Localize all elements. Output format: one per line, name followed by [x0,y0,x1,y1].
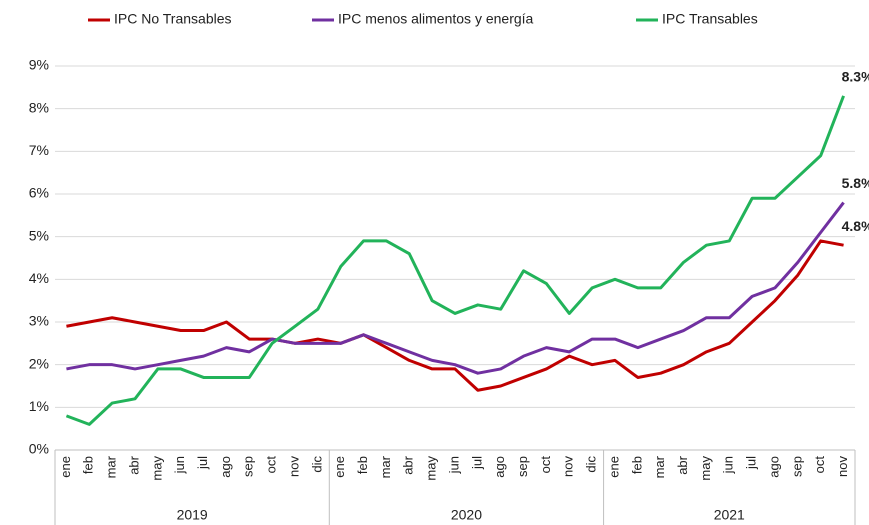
x-tick-label: ene [332,456,347,478]
x-tick-label: nov [286,456,301,477]
x-tick-label: feb [629,456,644,474]
x-tick-label: may [424,456,439,481]
y-tick-label: 9% [29,57,49,73]
x-tick-label: oct [812,456,827,474]
data-label: 5.8% [842,175,869,191]
x-tick-label: nov [561,456,576,477]
x-tick-label: sep [515,456,530,477]
x-tick-label: jul [744,456,759,470]
y-tick-label: 8% [29,99,49,115]
x-tick-label: nov [835,456,850,477]
x-tick-label: dic [309,456,324,473]
group-label: 2020 [451,507,482,523]
data-label: 4.8% [842,218,869,234]
x-tick-label: ene [58,456,73,478]
x-tick-label: jun [721,456,736,474]
x-tick-label: jun [446,456,461,474]
y-tick-label: 7% [29,142,49,158]
x-tick-label: feb [81,456,96,474]
y-tick-label: 4% [29,270,49,286]
y-tick-label: 2% [29,355,49,371]
y-tick-label: 1% [29,398,49,414]
series-line [65,95,845,426]
x-tick-label: ago [492,456,507,478]
group-label: 2021 [714,507,745,523]
y-tick-label: 3% [29,313,49,329]
legend-label: IPC No Transables [114,11,232,27]
x-tick-label: sep [789,456,804,477]
x-tick-label: ago [218,456,233,478]
x-tick-label: abr [401,455,416,474]
x-tick-label: mar [652,455,667,478]
group-label: 2019 [177,507,208,523]
legend-label: IPC Transables [662,11,758,27]
x-tick-label: sep [241,456,256,477]
series-line [66,239,844,392]
x-tick-label: jun [172,456,187,474]
x-tick-label: abr [675,455,690,474]
x-tick-label: may [698,456,713,481]
x-tick-label: mar [378,455,393,478]
x-tick-label: feb [355,456,370,474]
x-tick-label: oct [538,456,553,474]
x-tick-label: jul [195,456,210,470]
x-tick-label: may [149,456,164,481]
y-tick-label: 6% [29,185,49,201]
y-tick-label: 5% [29,227,49,243]
x-tick-label: ago [766,456,781,478]
x-tick-label: jul [469,456,484,470]
y-tick-label: 0% [29,441,49,457]
x-tick-label: mar [104,455,119,478]
series-line [66,201,845,375]
x-tick-label: ene [606,456,621,478]
data-label: 8.3% [842,69,869,85]
x-tick-label: abr [126,455,141,474]
x-tick-label: oct [264,456,279,474]
legend-label: IPC menos alimentos y energía [338,11,534,27]
x-tick-label: dic [584,456,599,473]
